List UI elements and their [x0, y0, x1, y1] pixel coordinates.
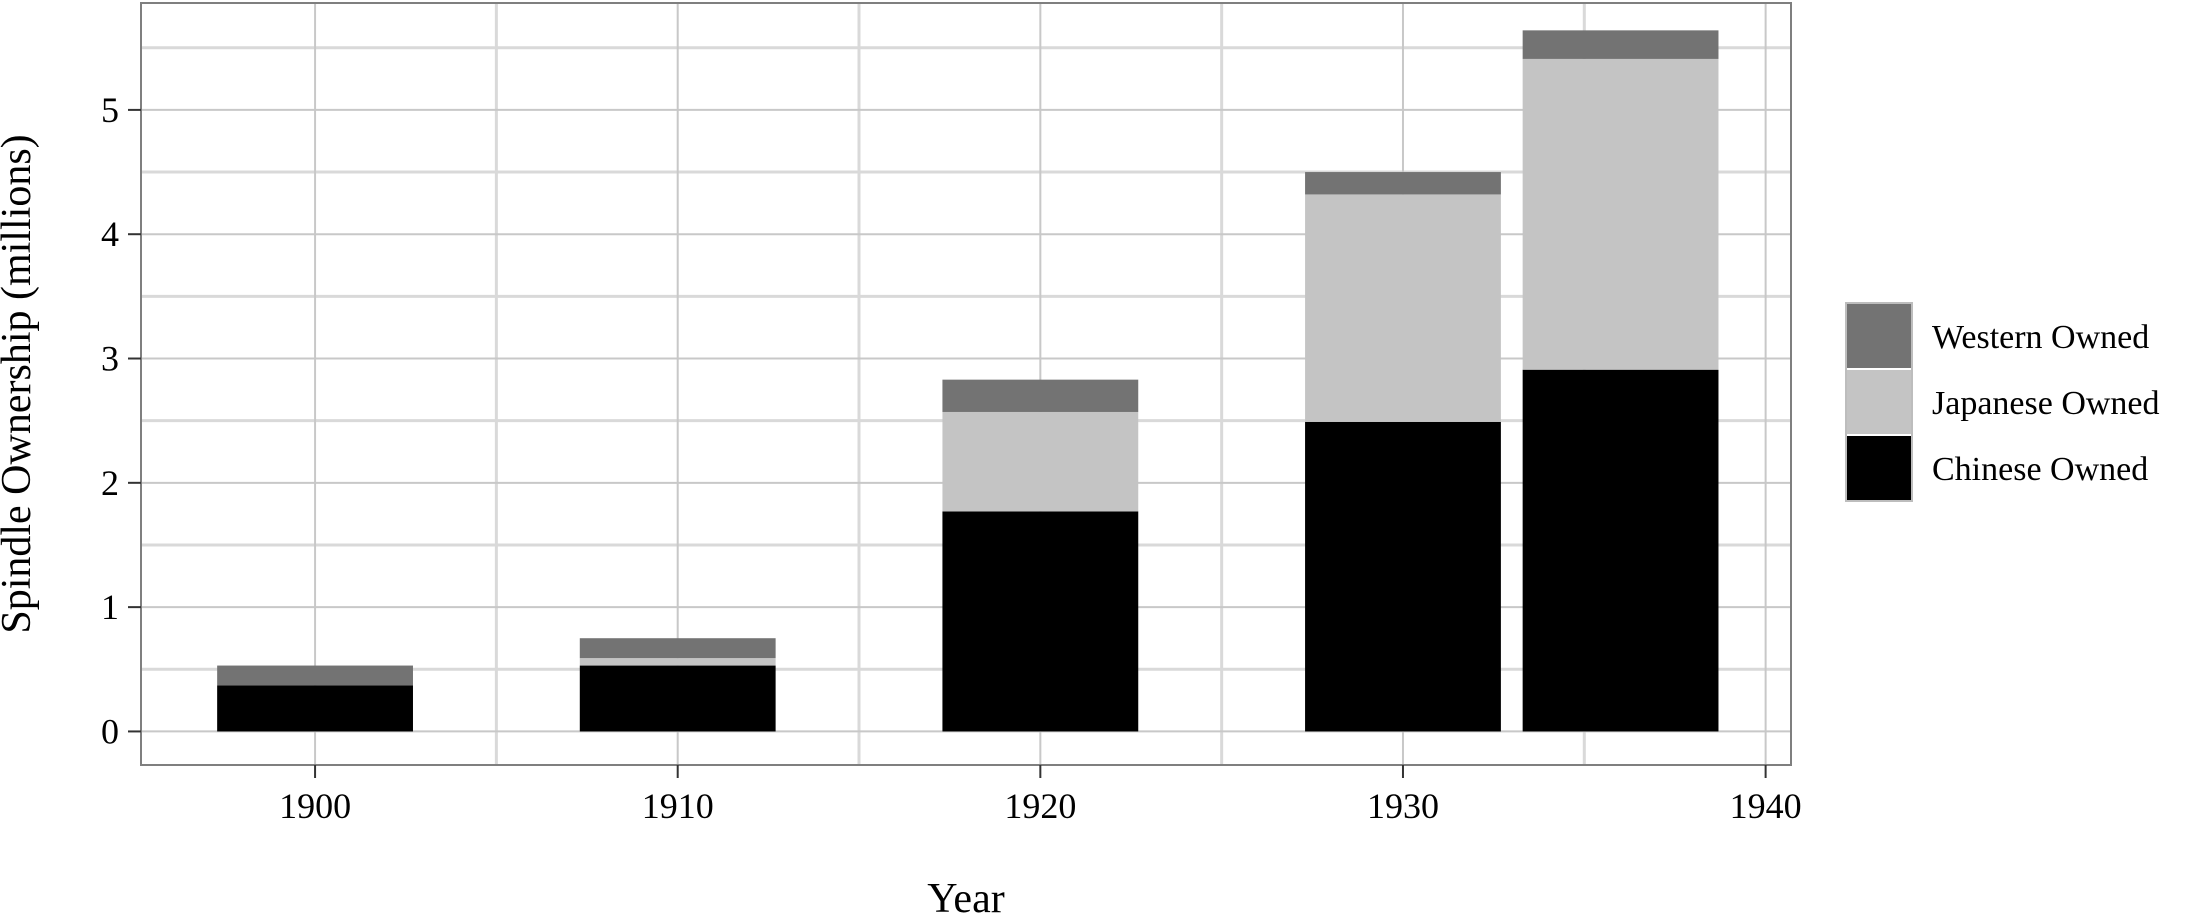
legend-swatch-japanese-owned: [1845, 368, 1913, 436]
legend-label: Chinese Owned: [1932, 451, 2148, 488]
legend-key-border: [1845, 302, 1913, 502]
bar-segment-japanese-owned: [942, 411, 1139, 512]
bar-segment-western-owned: [579, 638, 776, 659]
bar-segment-chinese-owned: [942, 511, 1139, 732]
x-tick-label: 1920: [1004, 786, 1076, 826]
bar-segment-western-owned: [1305, 172, 1501, 195]
bar-segment-japanese-owned: [1522, 58, 1719, 370]
y-axis: 0 1 2 3 4 5: [101, 90, 141, 751]
bar-segment-western-owned: [942, 379, 1139, 412]
bar-segment-chinese-owned: [579, 665, 776, 732]
legend-label: Japanese Owned: [1932, 385, 2160, 422]
y-tick-label: 2: [101, 463, 119, 503]
y-tick-label: 0: [101, 711, 119, 751]
bar-segment-japanese-owned: [579, 658, 776, 666]
bar-segment-chinese-owned: [1522, 369, 1719, 732]
y-tick-label: 3: [101, 339, 119, 379]
y-tick-label: 4: [101, 214, 119, 254]
y-tick-label: 1: [101, 587, 119, 627]
x-tick-label: 1930: [1367, 786, 1439, 826]
legend-swatch-chinese-owned: [1845, 434, 1913, 502]
y-axis-title: Spindle Ownership (millions): [0, 134, 40, 633]
bar-segment-western-owned: [1522, 30, 1719, 59]
x-axis-title: Year: [927, 876, 1004, 913]
x-tick-label: 1900: [279, 786, 351, 826]
plot-panel-border: [140, 2, 1792, 766]
bar-segment-japanese-owned: [1305, 194, 1501, 422]
y-tick-label: 5: [101, 90, 119, 130]
legend-label: Western Owned: [1932, 319, 2149, 356]
bar-segment-western-owned: [217, 665, 413, 686]
bar-segment-chinese-owned: [1305, 421, 1501, 732]
x-tick-label: 1910: [642, 786, 714, 826]
bar-segment-chinese-owned: [217, 685, 413, 732]
x-axis: 1900 1910 1920 1930 1940: [279, 765, 1802, 826]
bars: [217, 30, 1719, 732]
legend-swatch-western-owned: [1845, 302, 1913, 370]
legend: Western Owned Japanese Owned Chinese Owned: [1845, 302, 2160, 502]
x-tick-label: 1940: [1730, 786, 1802, 826]
